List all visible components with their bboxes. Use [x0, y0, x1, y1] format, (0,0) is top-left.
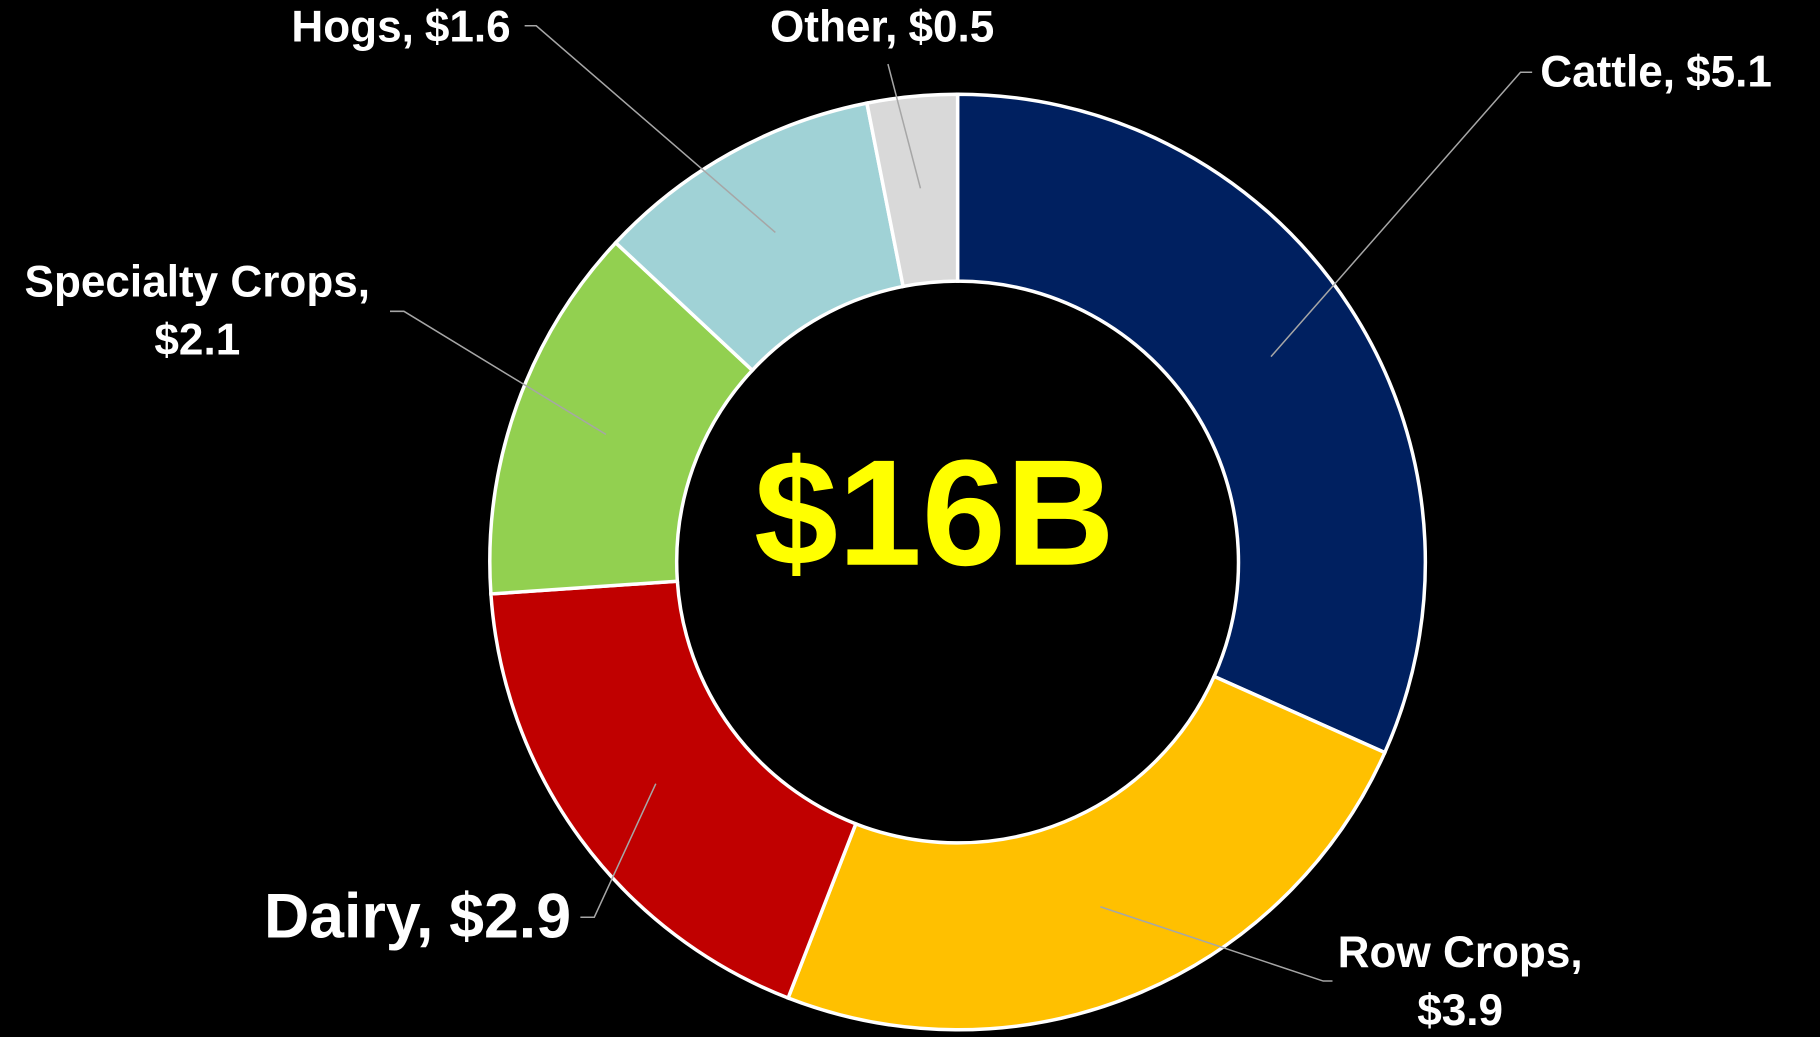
- category-label: Cattle,: [1540, 47, 1675, 96]
- value-label: $2.9: [449, 881, 571, 951]
- leader-line: [524, 25, 776, 233]
- value-label: $5.1: [1686, 47, 1772, 96]
- category-label: Dairy,: [264, 881, 434, 951]
- donut-segment: [955, 92, 1428, 755]
- leader-line: [390, 310, 607, 435]
- leader-line: [1270, 71, 1533, 358]
- category-label: Specialty Crops,: [25, 257, 371, 306]
- category-label: Row Crops,: [1338, 928, 1583, 977]
- value-label: $2.1: [154, 315, 240, 364]
- donut-segment: [864, 92, 960, 289]
- data-label: Hogs, $1.6: [291, 2, 510, 51]
- donut-segment: [488, 240, 755, 596]
- category-label: Hogs,: [291, 2, 413, 51]
- value-label: $3.9: [1417, 986, 1503, 1035]
- data-label: Cattle, $5.1: [1540, 47, 1772, 96]
- value-label: $1.6: [425, 2, 511, 51]
- value-label: $0.5: [908, 2, 994, 51]
- data-label: Dairy, $2.9: [264, 881, 571, 951]
- donut-segment: [489, 579, 859, 1001]
- leader-line: [887, 63, 922, 189]
- leader-line: [1100, 906, 1333, 982]
- donut-segment: [785, 674, 1388, 1032]
- leader-line: [580, 783, 657, 918]
- center-label: $16B: [754, 428, 1115, 597]
- data-label: Other, $0.5: [770, 2, 994, 51]
- category-label: Other,: [770, 2, 897, 51]
